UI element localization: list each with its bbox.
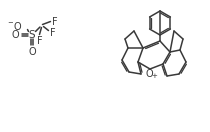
Text: O: O <box>28 47 36 57</box>
Text: O: O <box>11 30 19 40</box>
Text: $^{-}$O: $^{-}$O <box>7 20 22 32</box>
Text: +: + <box>151 73 157 79</box>
Text: F: F <box>52 16 58 27</box>
Text: S: S <box>29 30 35 40</box>
Text: F: F <box>37 36 42 46</box>
Text: O: O <box>145 69 153 79</box>
Text: F: F <box>50 27 56 37</box>
